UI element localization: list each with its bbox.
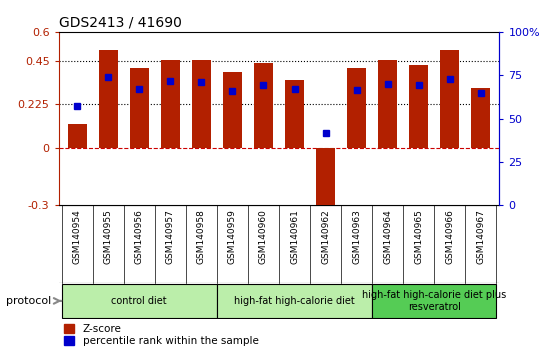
Bar bbox=[254, 63, 273, 148]
Text: GSM140956: GSM140956 bbox=[135, 209, 144, 264]
Bar bbox=[316, 148, 335, 209]
Bar bbox=[130, 68, 148, 148]
FancyBboxPatch shape bbox=[217, 284, 372, 318]
Bar bbox=[99, 50, 118, 148]
Text: control diet: control diet bbox=[112, 296, 167, 306]
Text: GDS2413 / 41690: GDS2413 / 41690 bbox=[59, 15, 181, 29]
Text: GSM140959: GSM140959 bbox=[228, 209, 237, 264]
Text: GSM140966: GSM140966 bbox=[445, 209, 454, 264]
Bar bbox=[161, 60, 180, 148]
Text: GSM140955: GSM140955 bbox=[104, 209, 113, 264]
Text: GSM140964: GSM140964 bbox=[383, 209, 392, 264]
Legend: Z-score, percentile rank within the sample: Z-score, percentile rank within the samp… bbox=[64, 324, 258, 346]
Text: GSM140958: GSM140958 bbox=[197, 209, 206, 264]
Text: GSM140961: GSM140961 bbox=[290, 209, 299, 264]
FancyBboxPatch shape bbox=[62, 284, 217, 318]
Bar bbox=[347, 68, 366, 148]
Text: GSM140963: GSM140963 bbox=[352, 209, 361, 264]
Text: protocol: protocol bbox=[6, 296, 51, 306]
Bar bbox=[285, 80, 304, 148]
Text: GSM140957: GSM140957 bbox=[166, 209, 175, 264]
Bar bbox=[378, 60, 397, 148]
Text: high-fat high-calorie diet plus
resveratrol: high-fat high-calorie diet plus resverat… bbox=[362, 290, 506, 312]
Bar bbox=[192, 60, 211, 148]
Text: GSM140967: GSM140967 bbox=[477, 209, 485, 264]
Bar bbox=[223, 72, 242, 148]
Text: GSM140954: GSM140954 bbox=[73, 209, 81, 264]
Bar bbox=[410, 65, 428, 148]
FancyBboxPatch shape bbox=[372, 284, 496, 318]
Text: GSM140965: GSM140965 bbox=[414, 209, 423, 264]
Text: GSM140962: GSM140962 bbox=[321, 209, 330, 264]
Bar bbox=[68, 124, 86, 148]
Text: GSM140960: GSM140960 bbox=[259, 209, 268, 264]
Text: high-fat high-calorie diet: high-fat high-calorie diet bbox=[234, 296, 355, 306]
Bar bbox=[472, 88, 490, 148]
Bar bbox=[440, 50, 459, 148]
